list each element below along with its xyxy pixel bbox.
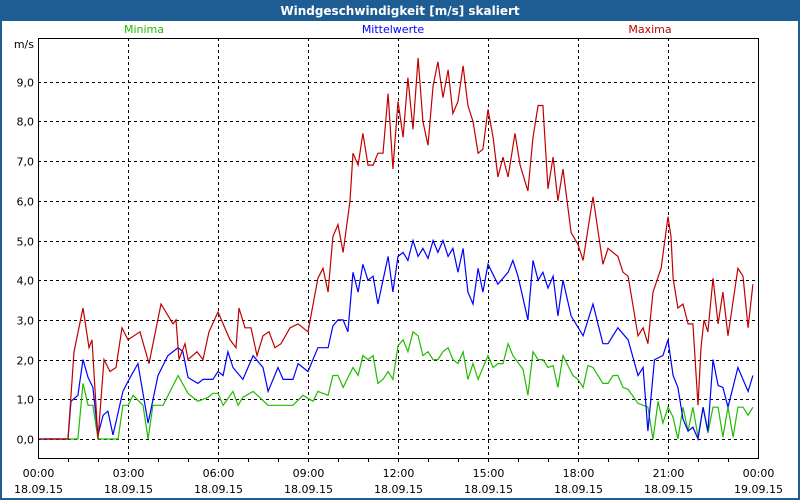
y-tick-label: 0,0	[17, 434, 35, 447]
series-line-maxima	[38, 57, 754, 440]
x-tick-time: 03:00	[113, 467, 145, 480]
series-line-mittelwerte	[38, 238, 754, 442]
x-tick-time: 06:00	[203, 467, 235, 480]
y-tick-label: 3,0	[17, 315, 35, 328]
y-tick-label: 5,0	[17, 236, 35, 249]
x-tick-time: 00:00	[23, 467, 55, 480]
x-tick-date: 18.09.15	[644, 483, 693, 496]
y-axis-unit: m/s	[14, 38, 34, 51]
x-tick-date: 18.09.15	[374, 483, 423, 496]
y-tick-label: 1,0	[17, 394, 35, 407]
x-tick-time: 15:00	[473, 467, 505, 480]
x-tick-date: 19.09.15	[734, 483, 783, 496]
x-tick-date: 18.09.15	[554, 483, 603, 496]
x-tick-time: 00:00	[743, 467, 775, 480]
x-tick-time: 12:00	[383, 467, 415, 480]
y-tick-label: 2,0	[17, 355, 35, 368]
y-tick-label: 9,0	[17, 77, 35, 90]
x-tick-time: 21:00	[653, 467, 685, 480]
x-tick-date: 18.09.15	[14, 483, 63, 496]
legend-mittelwerte: Mittelwerte	[362, 23, 425, 36]
x-tick-date: 18.09.15	[104, 483, 153, 496]
x-tick-time: 18:00	[563, 467, 595, 480]
y-tick-label: 7,0	[17, 156, 35, 169]
legend-maxima: Maxima	[628, 23, 671, 36]
x-tick-date: 18.09.15	[194, 483, 243, 496]
y-tick-label: 8,0	[17, 116, 35, 129]
x-tick-date: 18.09.15	[284, 483, 333, 496]
y-tick-label: 4,0	[17, 275, 35, 288]
y-tick-label: 6,0	[17, 196, 35, 209]
x-tick-time: 09:00	[293, 467, 325, 480]
series-line-minima	[38, 330, 754, 440]
chart-title: Windgeschwindigkeit [m/s] skaliert	[2, 2, 798, 21]
x-tick-date: 18.09.15	[464, 483, 513, 496]
legend-minima: Minima	[124, 23, 164, 36]
